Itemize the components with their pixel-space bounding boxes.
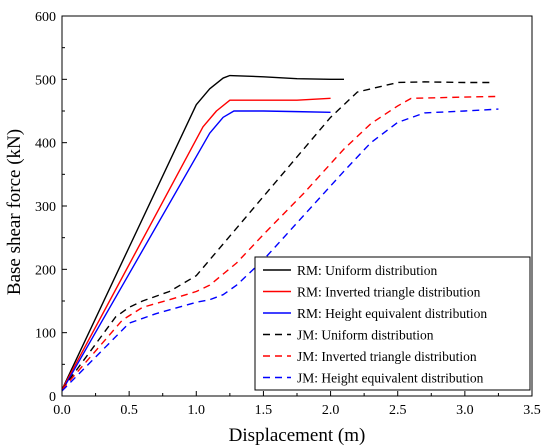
x-tick-label: 2.5 bbox=[389, 403, 407, 418]
series-line-5 bbox=[61, 108, 499, 392]
legend-label-0: RM: Uniform distribution bbox=[297, 263, 438, 278]
y-tick-label: 300 bbox=[35, 200, 56, 215]
legend-box bbox=[254, 256, 531, 391]
x-tick-label: 0.5 bbox=[120, 403, 138, 418]
x-tick-label: 1.5 bbox=[255, 403, 273, 418]
legend: RM: Uniform distribution RM: Inverted tri… bbox=[254, 256, 531, 391]
series-line-3 bbox=[61, 81, 492, 391]
y-axis-ticks: 0 100 200 300 400 500 600 bbox=[35, 10, 67, 405]
legend-label-4: JM: Inverted triangle distribution bbox=[297, 349, 477, 364]
series-line-4 bbox=[61, 95, 499, 391]
series-line-2 bbox=[61, 110, 331, 392]
x-tick-label: 2.0 bbox=[322, 403, 340, 418]
y-tick-label: 0 bbox=[49, 390, 56, 405]
y-tick-label: 600 bbox=[35, 10, 56, 25]
series-line-0 bbox=[61, 74, 344, 390]
legend-label-2: RM: Height equivalent distribution bbox=[297, 306, 487, 321]
legend-label-5: JM: Height equivalent distribution bbox=[297, 371, 484, 386]
x-axis-title: Displacement (m) bbox=[229, 425, 366, 446]
y-tick-label: 500 bbox=[35, 73, 56, 88]
x-tick-label: 0.0 bbox=[53, 403, 71, 418]
legend-label-1: RM: Inverted triangle distribution bbox=[297, 285, 481, 300]
y-tick-label: 100 bbox=[35, 327, 56, 342]
x-axis-ticks: 0.0 0.5 1.0 1.5 2.0 2.5 3.0 3.5 bbox=[53, 391, 541, 418]
x-tick-label: 3.0 bbox=[456, 403, 474, 418]
legend-label-3: JM: Uniform distribution bbox=[297, 328, 434, 343]
series-layer bbox=[61, 74, 499, 392]
y-axis-title: Base shear force (kN) bbox=[4, 129, 25, 295]
x-tick-label: 1.0 bbox=[188, 403, 206, 418]
x-tick-label: 3.5 bbox=[523, 403, 541, 418]
y-tick-label: 400 bbox=[35, 137, 56, 152]
y-tick-label: 200 bbox=[35, 263, 56, 278]
series-line-1 bbox=[61, 97, 331, 391]
